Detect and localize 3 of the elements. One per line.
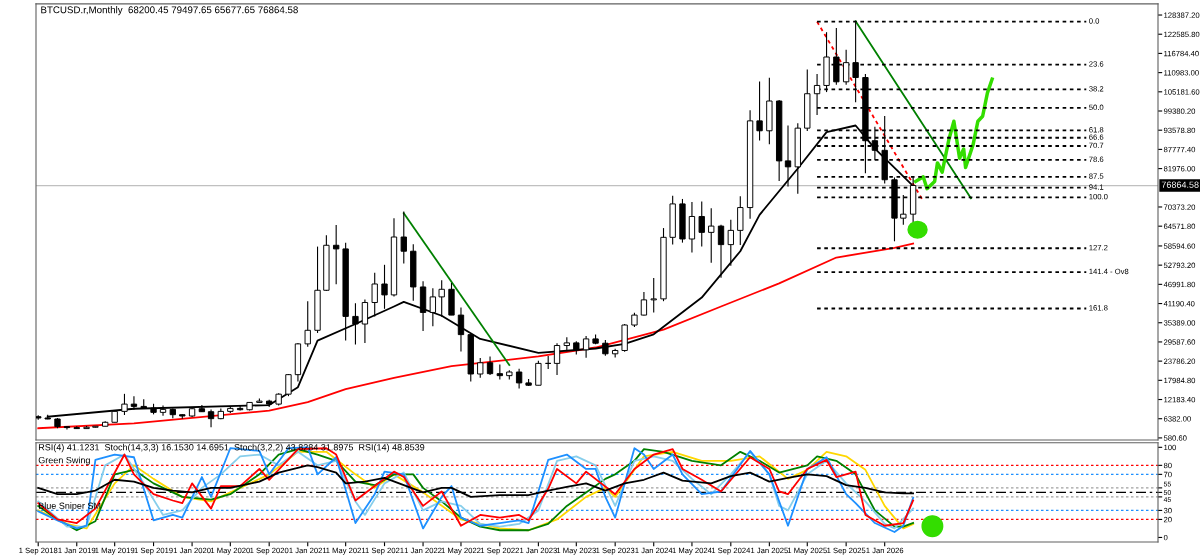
- ref-line-label: 76864.58: [1161, 181, 1199, 188]
- chart-title: BTCUSD.r,Monthly 68200.45 79497.65 65677.65 76864.58: [41, 6, 298, 16]
- annotation: Green Swing: [38, 456, 90, 466]
